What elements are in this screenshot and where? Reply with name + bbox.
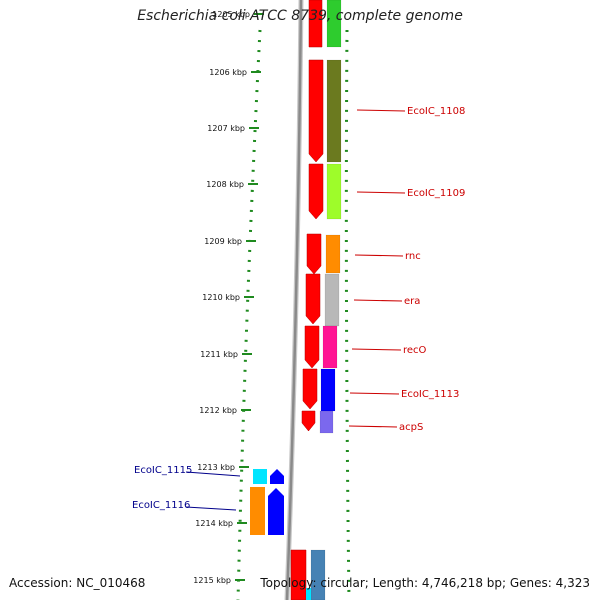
gene-label-leader — [356, 109, 406, 112]
reverse-gene-block[interactable] — [250, 487, 265, 535]
gene-label[interactable]: recO — [403, 345, 427, 356]
gene-block[interactable] — [320, 368, 336, 412]
gene-label-leader — [353, 299, 403, 302]
inner-dotted-track — [236, 29, 262, 600]
scale-tick-label: 1215 kbp — [193, 576, 231, 585]
scale-tick-label: 1214 kbp — [195, 519, 233, 528]
reverse-gene-block[interactable] — [253, 469, 267, 484]
scale-tick-label: 1207 kbp — [207, 124, 245, 133]
genome-summary: Topology: circular; Length: 4,746,218 bp… — [260, 576, 590, 590]
scale-tick-label: 1211 kbp — [200, 350, 238, 359]
scale-tick-label: 1212 kbp — [199, 406, 237, 415]
gene-block[interactable] — [319, 410, 334, 434]
gene-label-leader — [356, 191, 406, 194]
scale-tick-label: 1210 kbp — [202, 293, 240, 302]
scale-tick-label: 1213 kbp — [197, 463, 235, 472]
forward-gene-arrow[interactable] — [308, 0, 323, 48]
forward-gene-arrow[interactable] — [308, 59, 324, 163]
gene-label-leader — [354, 254, 404, 257]
gene-block[interactable] — [306, 588, 311, 600]
forward-gene-arrow[interactable] — [302, 368, 318, 410]
gene-label[interactable]: rnc — [405, 251, 421, 262]
forward-gene-arrow[interactable] — [305, 273, 321, 325]
forward-gene-arrow[interactable] — [290, 549, 307, 600]
reverse-gene-arrow[interactable] — [268, 488, 284, 535]
gene-block[interactable] — [326, 59, 342, 163]
accession-label: Accession: NC_010468 — [9, 576, 146, 590]
scale-tick-label: 1206 kbp — [209, 68, 247, 77]
scale-tick-label: 1209 kbp — [204, 237, 242, 246]
gene-block[interactable] — [324, 273, 340, 327]
scale-tick-label: 1208 kbp — [206, 180, 244, 189]
outer-dotted-track — [344, 29, 351, 600]
gene-label[interactable]: era — [404, 296, 420, 307]
gene-block[interactable] — [322, 325, 338, 369]
gene-label-leader — [185, 471, 241, 477]
forward-gene-arrow[interactable] — [306, 233, 322, 275]
gene-label[interactable]: EcoIC_1116 — [132, 500, 190, 511]
genome-backbone — [285, 0, 303, 600]
gene-label[interactable]: acpS — [399, 422, 423, 433]
gene-label[interactable]: EcoIC_1109 — [407, 188, 465, 199]
gene-label-leader — [185, 506, 237, 511]
forward-gene-arrow[interactable] — [308, 163, 324, 220]
gene-label[interactable]: EcoIC_1113 — [401, 389, 459, 400]
gene-block[interactable] — [326, 163, 342, 220]
gene-label-leader — [348, 425, 398, 428]
gene-label-leader — [351, 348, 402, 351]
gene-block[interactable] — [310, 549, 326, 600]
gene-label[interactable]: EcoIC_1108 — [407, 106, 465, 117]
gene-label[interactable]: EcoIC_1115 — [134, 465, 192, 476]
gene-label-leader — [349, 392, 400, 395]
gene-block[interactable] — [326, 0, 342, 48]
genome-title: Escherichia coli ATCC 8739, complete gen… — [137, 8, 463, 24]
forward-gene-arrow[interactable] — [301, 410, 316, 432]
reverse-gene-arrow[interactable] — [270, 469, 284, 484]
forward-gene-arrow[interactable] — [304, 325, 320, 369]
scale-tick-label: 1205 kbp — [212, 10, 250, 19]
gene-block[interactable] — [325, 234, 341, 274]
